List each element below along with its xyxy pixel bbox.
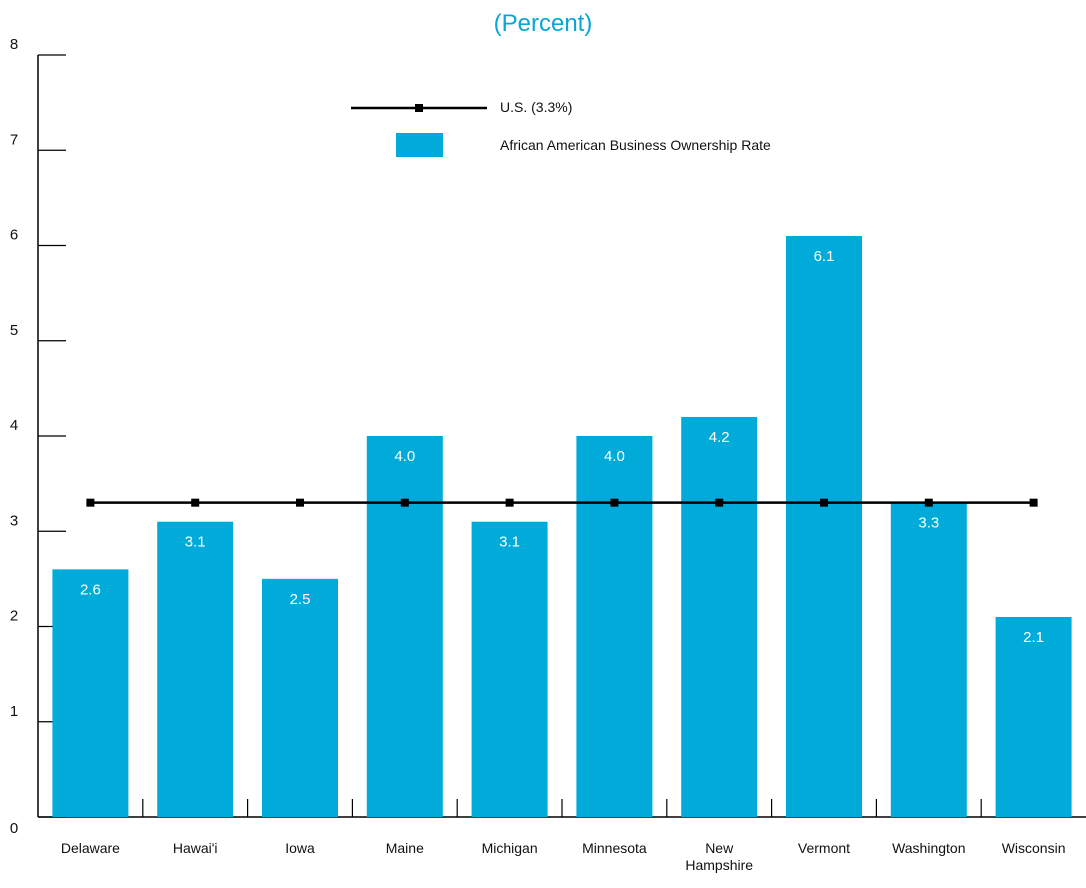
bar-labels: 2.6 3.1 2.5 4.0 3.1 4.0 4.2 6.1 3.3 2.1 [80,248,1044,646]
bar [471,521,548,817]
x-tick-label: Delaware [61,840,120,856]
us-line-marker [1029,498,1038,507]
y-tick-label: 8 [10,36,18,53]
us-line-marker [86,498,95,507]
y-tick-label: 6 [10,227,18,244]
bar-value-label: 3.1 [499,534,520,551]
bar-value-label: 4.0 [394,448,415,465]
bar [786,235,862,818]
x-tick-label: Hampshire [685,857,753,873]
us-reference-line [86,498,1038,507]
y-tick-labels: 0 1 2 3 4 5 6 7 8 [10,36,18,837]
x-tick-label: Washington [892,840,965,856]
us-line-marker [820,498,828,507]
y-tick-label: 3 [10,512,18,529]
bar-value-label: 3.1 [185,534,206,551]
us-line-marker [924,498,933,507]
bar-value-label: 4.0 [604,448,625,465]
bar [995,616,1072,817]
bar [366,436,443,817]
y-tick-label: 7 [10,131,18,148]
us-line-marker [400,498,409,507]
us-line-marker [505,498,514,507]
bar [262,578,338,817]
bar [681,416,758,817]
bar-value-label: 6.1 [814,248,835,265]
x-tick-label: Maine [386,840,424,856]
x-tick-label: Minnesota [582,840,647,856]
x-tick-label: New [705,840,734,856]
bar-value-label: 2.1 [1023,629,1044,646]
y-tick-label: 2 [10,608,18,625]
bar-value-label: 4.2 [709,429,730,446]
x-tick-label: Iowa [285,840,315,856]
bar-value-label: 3.3 [918,515,939,532]
x-tick-label: Michigan [482,840,538,856]
bar-value-label: 2.5 [290,591,311,608]
x-tick-label: Vermont [798,840,850,856]
bar [890,502,967,817]
x-tick-label: Wisconsin [1002,840,1066,856]
bar-value-label: 2.6 [80,581,101,598]
x-tick-labels: Delaware Hawai'i Iowa Maine Michigan Minnesot… [61,840,1066,873]
us-line-marker [610,498,619,507]
y-tick-label: 0 [10,820,18,837]
x-tick-label: Hawai'i [173,840,218,856]
bar [576,436,653,817]
us-line-marker [191,498,200,507]
y-tick-label: 1 [10,703,18,720]
chart-subtitle: (Percent) [493,10,593,37]
bar [52,569,129,817]
y-tick-label: 4 [10,417,18,434]
bar [157,521,234,817]
bars [52,235,1072,818]
us-line-marker [715,498,724,507]
y-tick-label: 5 [10,322,18,339]
us-line-marker [296,498,304,507]
